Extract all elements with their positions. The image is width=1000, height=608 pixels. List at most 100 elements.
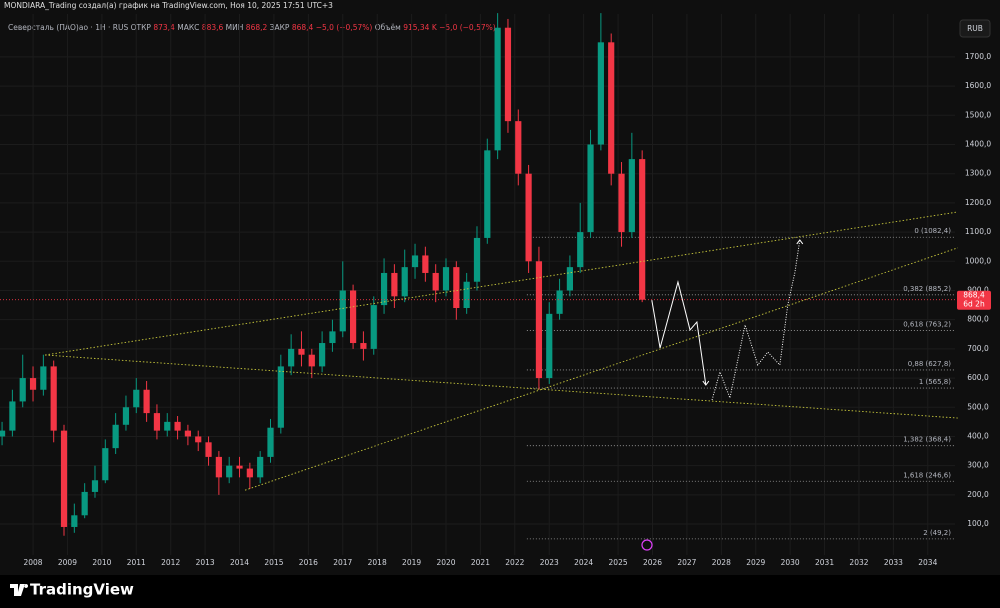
legend-text: Объём xyxy=(375,23,401,32)
x-tick-label: 2016 xyxy=(299,558,318,567)
candle-body xyxy=(102,448,109,481)
candle-body xyxy=(587,144,594,233)
event-icon xyxy=(641,539,653,551)
x-tick-label: 2017 xyxy=(333,558,352,567)
candle-body xyxy=(411,255,419,268)
legend-text: −5,0 (−0,57%) xyxy=(316,23,373,32)
plot: 100,0 200,0 300,0 400,0 500,0 600,0 700,0 800,0… xyxy=(0,13,991,567)
candle-body xyxy=(9,401,16,431)
candle-body xyxy=(556,290,563,314)
candle-body xyxy=(639,159,646,300)
candle-body xyxy=(339,290,346,332)
y-tick-label: 900,0 xyxy=(967,285,989,294)
legend-text: 868,4 xyxy=(292,23,314,32)
last-price-box xyxy=(957,290,991,310)
candle-body xyxy=(401,267,408,297)
candle-body xyxy=(153,413,161,431)
candle-body xyxy=(566,267,573,291)
candle-body xyxy=(577,232,584,268)
candle-body xyxy=(432,272,439,291)
candle-body xyxy=(370,305,377,349)
header-text: MONDIARA_Trading создал(а) график на Tra… xyxy=(4,1,333,10)
x-tick-label: 2021 xyxy=(471,558,490,567)
forecast-path xyxy=(651,280,707,386)
legend-text: Северсталь (ПАО)ао · 1Н · RUS xyxy=(8,23,128,32)
candle-body xyxy=(60,430,68,527)
legend-text: 868,2 xyxy=(246,23,268,32)
legend-text: ОТКР xyxy=(131,23,152,32)
y-tick-label: 800,0 xyxy=(967,315,989,324)
y-tick-label: 600,0 xyxy=(967,373,989,382)
logo-icon xyxy=(10,584,29,596)
y-tick-label: 400,0 xyxy=(967,431,989,440)
fib-label: 0,88 (627,8) xyxy=(908,360,952,368)
x-tick-label: 2028 xyxy=(712,558,731,567)
legend-text: МАКС xyxy=(177,23,199,32)
candle-body xyxy=(0,430,6,437)
y-tick-label: 200,0 xyxy=(967,490,989,499)
x-tick-label: 2023 xyxy=(540,558,559,567)
candle-body xyxy=(360,343,367,349)
legend-text: 883,6 xyxy=(202,23,224,32)
candle-body xyxy=(174,421,181,431)
candle-body xyxy=(349,290,357,344)
legend-text: 915,34 K xyxy=(403,23,438,32)
currency-label: RUB xyxy=(967,24,983,33)
x-tick-label: 2019 xyxy=(402,558,421,567)
candle-body xyxy=(453,267,460,309)
x-tick-label: 2011 xyxy=(127,558,146,567)
candle-body xyxy=(525,173,532,262)
forecast-arrowhead xyxy=(796,239,804,245)
y-tick-label: 1300,0 xyxy=(965,169,991,178)
x-tick-label: 2031 xyxy=(815,558,834,567)
legend-text: −5,0 (−0,57%) xyxy=(439,23,496,32)
candle-body xyxy=(628,159,635,233)
candle-body xyxy=(535,261,543,379)
candle-body xyxy=(608,42,615,174)
legend-text: 873,4 xyxy=(153,23,175,32)
legend-text: ЗАКР xyxy=(270,23,290,32)
x-tick-label: 2024 xyxy=(574,558,593,567)
x-tick-label: 2008 xyxy=(23,558,42,567)
candle-body xyxy=(504,27,512,122)
candle-body xyxy=(473,237,481,282)
x-tick-label: 2026 xyxy=(643,558,662,567)
y-tick-label: 300,0 xyxy=(967,461,989,470)
candle-body xyxy=(133,389,140,408)
candle-body xyxy=(463,281,470,309)
y-tick-label: 1100,0 xyxy=(965,227,991,236)
candle-body xyxy=(319,343,326,367)
candle-body xyxy=(246,468,253,478)
y-tick-label: 1200,0 xyxy=(965,198,991,207)
candle-body xyxy=(91,480,99,492)
candle-body xyxy=(618,173,625,233)
currency-button[interactable] xyxy=(959,19,991,38)
candle-body xyxy=(81,491,88,516)
x-tick-label: 2018 xyxy=(368,558,387,567)
logo: TradingView xyxy=(10,581,134,599)
x-tick-label: 2033 xyxy=(884,558,903,567)
candle-body xyxy=(442,267,450,291)
x-tick-label: 2022 xyxy=(505,558,524,567)
candle-body xyxy=(19,378,26,402)
forecast-path xyxy=(711,239,801,401)
fib-label: 1,618 (246,6) xyxy=(903,471,951,479)
fib-label: 1 (565,8) xyxy=(919,378,951,386)
y-tick-label: 700,0 xyxy=(967,344,989,353)
x-tick-label: 2029 xyxy=(746,558,765,567)
forecast-arrowhead xyxy=(702,380,710,386)
x-tick-label: 2034 xyxy=(918,558,937,567)
candle-body xyxy=(40,366,47,390)
footer-bar xyxy=(0,575,1000,608)
y-tick-label: 500,0 xyxy=(967,402,989,411)
candle-body xyxy=(308,354,315,367)
candle-body xyxy=(546,313,553,379)
fib-label: 0,382 (885,2) xyxy=(903,285,951,293)
legend: Северсталь (ПАО)ао · 1Н · RUS ОТКР 873,4… xyxy=(8,23,496,32)
x-tick-label: 2012 xyxy=(161,558,180,567)
x-tick-label: 2030 xyxy=(781,558,800,567)
fib-label: 1,382 (368,4) xyxy=(903,436,951,444)
x-tick-label: 2010 xyxy=(92,558,111,567)
trend-line xyxy=(244,247,958,491)
